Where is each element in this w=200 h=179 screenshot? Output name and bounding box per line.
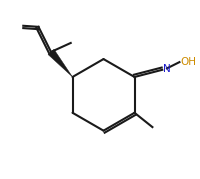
- Text: N: N: [163, 64, 171, 74]
- Polygon shape: [48, 49, 73, 77]
- Text: OH: OH: [180, 57, 196, 67]
